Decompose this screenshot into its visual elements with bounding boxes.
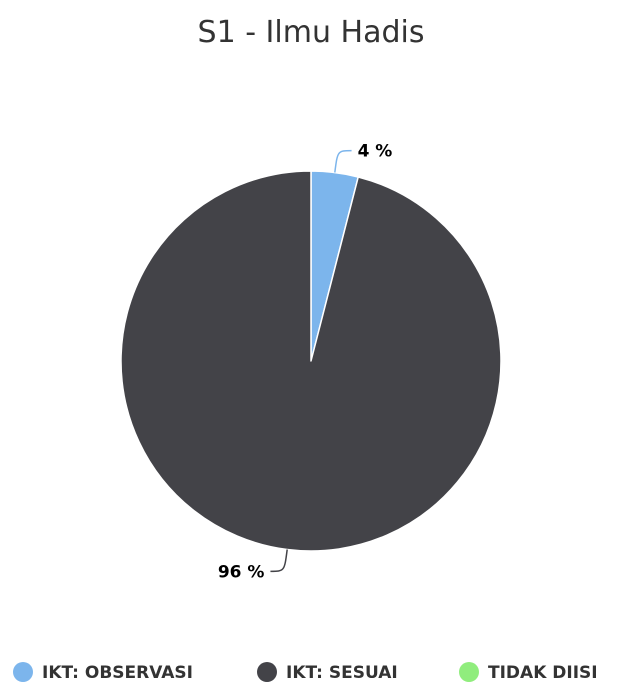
- legend: IKT: OBSERVASI IKT: SESUAI TIDAK DIISI: [13, 662, 598, 683]
- data-labels: 4 % 96 %: [218, 142, 393, 583]
- legend-item-tidak-diisi[interactable]: TIDAK DIISI: [459, 662, 598, 683]
- legend-marker-ikt-sesuai: [257, 662, 277, 682]
- legend-item-ikt-sesuai[interactable]: IKT: SESUAI: [257, 662, 398, 683]
- label-connector-ikt-sesuai: [270, 549, 288, 573]
- data-label-ikt-sesuai: 96 %: [218, 562, 265, 582]
- legend-label-ikt-observasi: IKT: OBSERVASI: [42, 663, 193, 683]
- data-label-ikt-observasi: 4 %: [358, 142, 393, 162]
- legend-label-tidak-diisi: TIDAK DIISI: [488, 663, 598, 683]
- label-connector-ikt-observasi: [334, 149, 352, 173]
- pie-slice-ikt-sesuai[interactable]: [120, 170, 502, 552]
- legend-label-ikt-sesuai: IKT: SESUAI: [286, 663, 398, 683]
- legend-marker-ikt-observasi: [13, 662, 33, 682]
- chart-title: S1 - Ilmu Hadis: [198, 15, 425, 50]
- legend-item-ikt-observasi[interactable]: IKT: OBSERVASI: [13, 662, 193, 683]
- legend-marker-tidak-diisi: [459, 662, 479, 682]
- pie-slices: [120, 170, 502, 552]
